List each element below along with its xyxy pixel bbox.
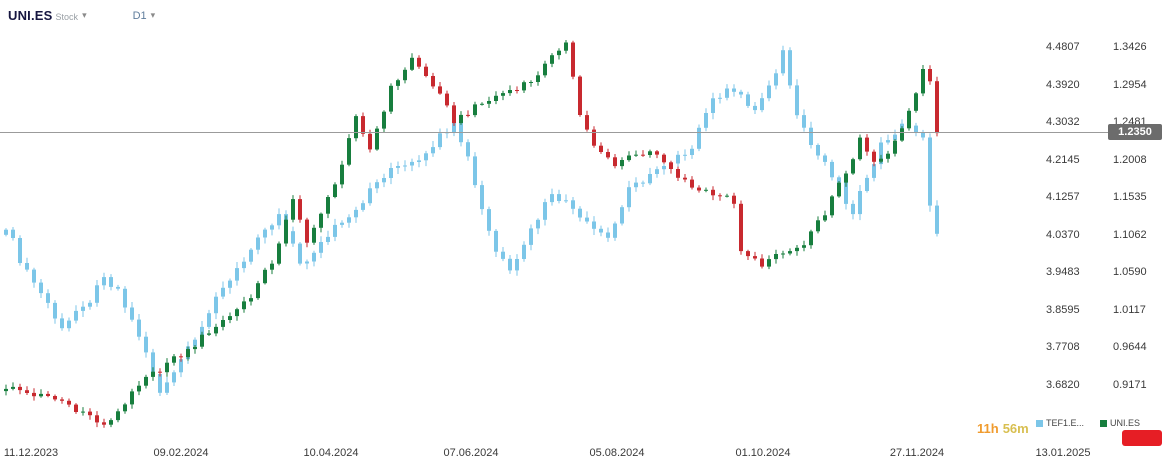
price-tick-label: 1.1062 [1113, 228, 1147, 241]
price-tick-label: 3.7708 [1046, 341, 1080, 354]
current-price-badge: 1.2350 [1108, 124, 1162, 140]
chevron-down-icon: ▾ [82, 10, 87, 20]
countdown-hours: 11h [977, 421, 999, 436]
legend-item-main[interactable]: UNI.ES [1100, 418, 1140, 428]
legend-item-comparison[interactable]: TEF1.E... [1036, 418, 1084, 428]
date-axis: 11.12.2023 09.02.2024 10.04.2024 07.06.2024… [0, 447, 1175, 465]
chevron-down-icon: ▾ [150, 10, 156, 20]
countdown-minutes: 56m [1002, 421, 1029, 436]
instrument-type-label: Stock [55, 12, 79, 22]
timeframe-selector[interactable]: D1 ▾ [133, 10, 156, 22]
current-price-value: 1.2350 [1118, 126, 1152, 138]
price-tick-label: 4.1257 [1046, 191, 1080, 204]
price-axis-comparison: 4.4807 4.3920 4.3032 4.2145 4.1257 4.0370 3.94… [1046, 0, 1108, 443]
price-tick-label: 4.0370 [1046, 228, 1080, 241]
candle-countdown: 11h 56m [977, 421, 1029, 436]
price-tick-label: 3.9483 [1046, 266, 1080, 279]
price-tick-label: 4.3032 [1046, 116, 1080, 129]
price-tick-label: 4.4807 [1046, 41, 1080, 53]
current-price-line [0, 132, 1108, 133]
price-tick-label: 3.8595 [1046, 303, 1080, 316]
chart-header: UNI.ES Stock ▾ D1 ▾ [8, 8, 155, 23]
price-tick-label: 4.2145 [1046, 153, 1080, 166]
price-tick-label: 1.2008 [1113, 153, 1147, 166]
date-tick-label: 27.11.2024 [889, 447, 945, 459]
date-tick-label: 11.12.2023 [3, 447, 59, 459]
price-tick-label: 1.0590 [1113, 266, 1147, 279]
date-tick-label: 13.01.2025 [1035, 447, 1091, 459]
symbol-name: UNI.ES [8, 8, 53, 23]
price-tick-label: 0.9171 [1113, 379, 1147, 391]
timeframe-label: D1 [132, 9, 147, 22]
symbol-selector[interactable]: UNI.ES Stock ▾ [8, 8, 87, 23]
date-tick-label: 09.02.2024 [153, 447, 209, 459]
price-tick-label: 4.3920 [1046, 78, 1080, 91]
date-tick-label: 10.04.2024 [303, 447, 359, 459]
price-tick-label: 1.0117 [1113, 303, 1146, 316]
brand-badge [1122, 430, 1162, 446]
date-tick-label: 07.06.2024 [443, 447, 499, 459]
price-tick-label: 0.9644 [1113, 341, 1147, 354]
series-color-swatch [1100, 419, 1108, 427]
chart-legend: TEF1.E... UNI.ES [1036, 418, 1140, 428]
price-tick-label: 1.2954 [1113, 78, 1147, 91]
price-tick-label: 1.3426 [1113, 41, 1147, 53]
price-tick-label: 3.6820 [1046, 379, 1080, 391]
date-tick-label: 01.10.2024 [735, 447, 791, 459]
date-tick-label: 05.08.2024 [589, 447, 645, 459]
series-color-swatch [1036, 419, 1043, 427]
price-axis-main: 1.3426 1.2954 1.2481 1.2008 1.1535 1.1062 1.05… [1113, 0, 1175, 443]
price-chart[interactable] [0, 0, 1045, 443]
candles-canvas [4, 40, 939, 428]
price-tick-label: 1.1535 [1113, 191, 1147, 204]
legend-label: TEF1.E... [1046, 418, 1085, 428]
legend-label: UNI.ES [1110, 418, 1141, 428]
